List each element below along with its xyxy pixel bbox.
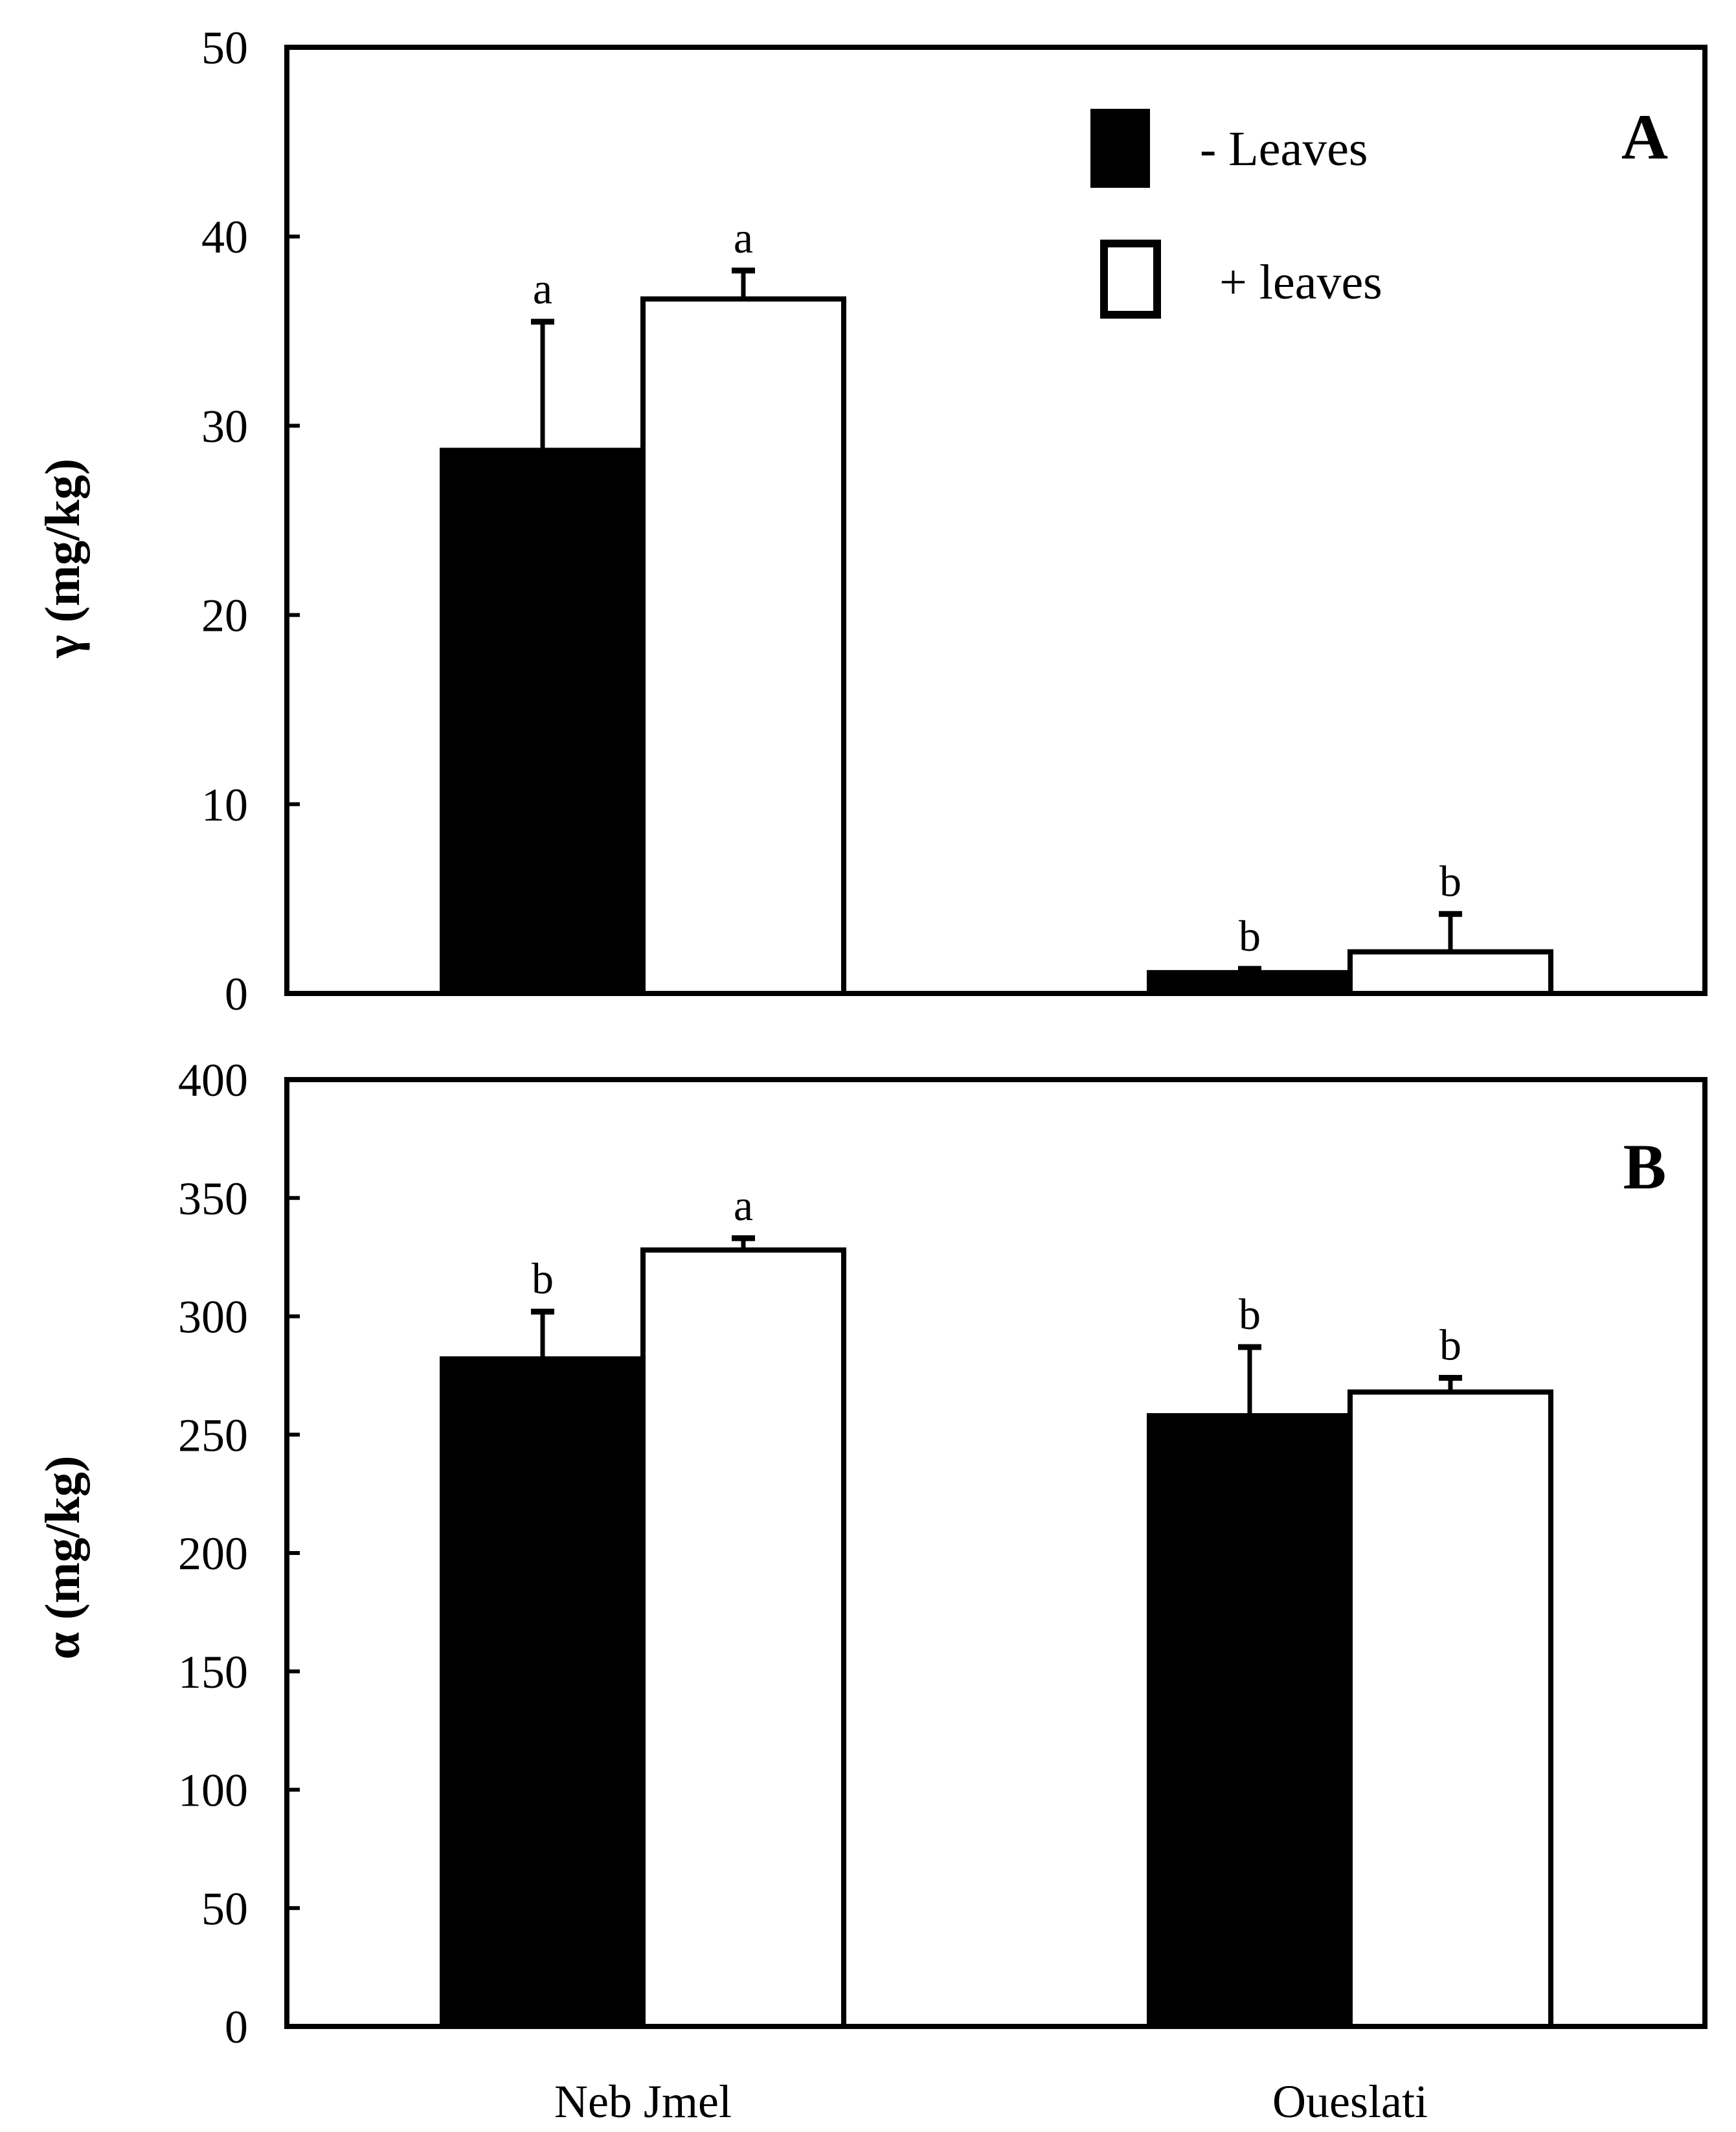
legend-item-minus-leaves: - Leaves: [1090, 109, 1368, 188]
panel-a-significance-letter: a: [734, 213, 753, 262]
legend-swatch-plus-leaves: [1100, 240, 1161, 319]
panel-b-significance-letter: b: [1239, 1289, 1261, 1339]
panel-b-bar-minus-leaves: [440, 1356, 646, 2029]
panel-b-y-tick-label: 250: [178, 1409, 248, 1461]
panel-a-y-tick-label: 20: [201, 590, 248, 642]
panel-b-bars: b b a b: [440, 1181, 1553, 2029]
panel-a-significance-letter: b: [1239, 911, 1261, 960]
panel-a-y-tick-label: 40: [201, 211, 248, 263]
panel-b-y-tick-label: 100: [178, 1765, 248, 1817]
panel-b-significance-letter: b: [1439, 1321, 1461, 1370]
panel-a-bars: a b a b: [440, 213, 1553, 997]
panel-a-chart: A γ (mg/kg) 0 10 20 30 40 50 a b a b - Leaves + …: [36, 22, 1708, 1020]
panel-b-y-tick-label: 0: [225, 2001, 248, 2053]
panel-a-bar-minus-leaves: [440, 448, 646, 996]
legend-item-plus-leaves: + leaves: [1100, 240, 1382, 319]
panel-a-y-ticks: 0 10 20 30 40 50: [201, 22, 300, 1020]
panel-a-significance-letter: b: [1439, 856, 1461, 905]
panel-b-bar-minus-leaves: [1147, 1413, 1353, 2029]
panel-a-label: A: [1621, 101, 1668, 173]
panel-b-y-tick-label: 350: [178, 1173, 248, 1225]
panel-a-y-tick-label: 50: [201, 22, 248, 74]
panel-a-y-tick-label: 10: [201, 779, 248, 831]
panel-b-y-ticks: 0 50 100 150 200 250 300 350 400: [178, 1054, 300, 2053]
panel-b-x-category-label: Oueslati: [1272, 2076, 1428, 2127]
panel-a-y-axis-label: γ (mg/kg): [36, 459, 90, 659]
panel-b-bar-plus-leaves: [640, 1247, 846, 2029]
panel-b-x-category-labels: Neb Jmel Oueslati: [554, 2076, 1428, 2127]
panel-b-y-axis-label: α (mg/kg): [36, 1456, 90, 1660]
panel-b-x-category-label: Neb Jmel: [554, 2076, 732, 2127]
panel-b-y-tick-label: 300: [178, 1291, 248, 1343]
panel-a-y-tick-label: 30: [201, 400, 248, 452]
panel-b-significance-letter: a: [734, 1181, 753, 1230]
panel-b-bar-plus-leaves: [1347, 1389, 1553, 2029]
panel-b-y-tick-label: 400: [178, 1054, 248, 1106]
legend-label-plus-leaves: + leaves: [1219, 255, 1382, 310]
panel-a-significance-letter: a: [533, 264, 552, 313]
legend-swatch-minus-leaves: [1090, 109, 1150, 188]
panel-a-bar-minus-leaves: [1147, 970, 1353, 997]
panel-b-label: B: [1623, 1131, 1667, 1203]
panel-a-bar-plus-leaves: [1347, 949, 1553, 996]
panel-a-plot-frame: [284, 45, 1708, 996]
panel-b-y-tick-label: 200: [178, 1528, 248, 1580]
panel-a-bar-plus-leaves: [640, 296, 846, 997]
panel-b-y-tick-label: 50: [201, 1883, 248, 1934]
panel-b-y-tick-label: 150: [178, 1646, 248, 1698]
panel-a-y-tick-label: 0: [225, 968, 248, 1020]
legend: - Leaves + leaves: [1090, 109, 1382, 319]
panel-b-significance-letter: b: [532, 1254, 554, 1303]
panel-b-chart: B α (mg/kg) 0 50 100 150 200 250 300 350 400 b b a…: [36, 1054, 1708, 2127]
legend-label-minus-leaves: - Leaves: [1200, 122, 1368, 176]
